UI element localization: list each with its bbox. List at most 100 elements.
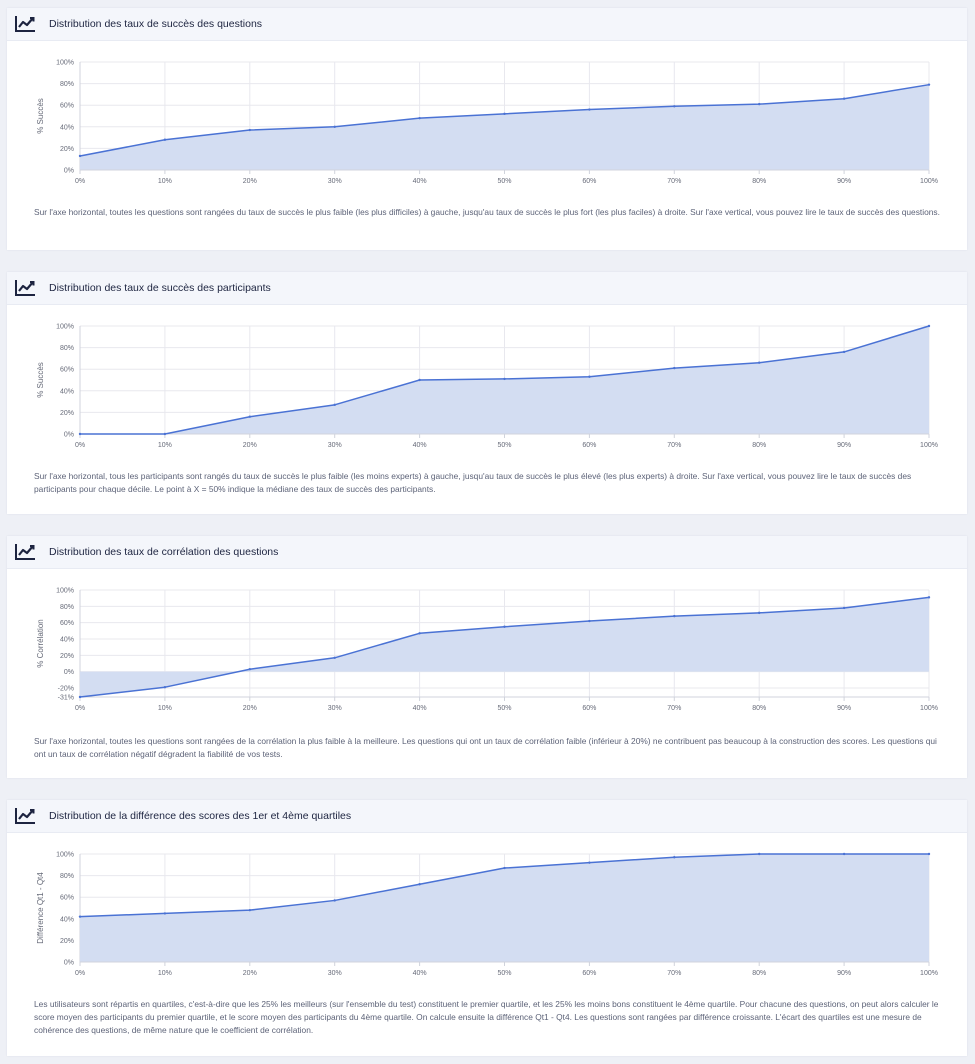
y-tick-label: -20%: [58, 686, 74, 693]
data-point: [78, 915, 82, 918]
x-tick-label: 0%: [75, 705, 85, 712]
y-tick-label: 100%: [56, 324, 74, 331]
line-chart-icon: [15, 544, 35, 560]
series-area: [80, 854, 929, 962]
y-tick-label: 0%: [64, 168, 74, 175]
x-tick-label: 70%: [667, 178, 681, 185]
data-point: [673, 366, 676, 370]
data-point: [333, 656, 336, 659]
y-axis-label: Différence Qt1 - Qt4: [36, 872, 45, 944]
y-tick-label: 40%: [60, 388, 74, 395]
x-tick-label: 10%: [158, 178, 172, 185]
x-tick-label: 10%: [158, 442, 172, 449]
data-point: [842, 606, 846, 610]
x-tick-label: 60%: [582, 705, 596, 712]
x-tick-label: 10%: [158, 705, 172, 712]
y-axis-label: % Succès: [36, 98, 45, 134]
x-tick-label: 30%: [328, 442, 342, 449]
data-point: [588, 619, 591, 623]
card-header: Distribution des taux de corrélation des…: [7, 536, 967, 569]
x-tick-label: 80%: [752, 442, 766, 449]
y-tick-label: 0%: [64, 669, 74, 676]
x-tick-label: 70%: [667, 970, 681, 977]
x-tick-label: 40%: [413, 705, 427, 712]
data-point: [673, 105, 676, 108]
line-chart-icon: [15, 16, 35, 32]
data-point: [588, 108, 591, 111]
x-tick-label: 80%: [752, 970, 766, 977]
line-chart-icon: [15, 280, 35, 296]
area-chart: 0% 20% 40% 60% 80% 100% 0% 10% 20% 30% 40% 50% 60% 70…: [36, 852, 938, 978]
y-tick-label: 100%: [56, 588, 74, 595]
data-point: [927, 83, 931, 86]
data-point: [588, 375, 591, 378]
x-tick-label: 0%: [75, 442, 85, 449]
data-point: [78, 695, 82, 699]
data-point: [588, 861, 591, 864]
y-tick-label: 60%: [60, 620, 74, 627]
data-point: [248, 908, 251, 912]
data-point: [842, 97, 846, 100]
chart-title: Distribution des taux de succès des ques…: [49, 18, 263, 30]
x-tick-label: 50%: [497, 705, 511, 712]
chart-card-question-success: Distribution des taux de succès des ques…: [7, 8, 967, 250]
chart-description: Les utilisateurs sont répartis en quarti…: [34, 999, 939, 1035]
data-point: [927, 596, 931, 599]
y-tick-label: 100%: [56, 60, 74, 67]
y-tick-label: 20%: [60, 938, 74, 945]
y-tick-label: 0%: [64, 960, 74, 967]
data-point: [758, 361, 761, 364]
x-tick-label: 0%: [75, 178, 85, 185]
x-tick-label: 20%: [243, 442, 257, 449]
x-tick-label: 30%: [328, 970, 342, 977]
data-point: [163, 138, 167, 141]
y-tick-label: 20%: [60, 410, 74, 417]
x-tick-label: 30%: [328, 178, 342, 185]
data-point: [503, 112, 506, 116]
line-chart-icon: [15, 808, 35, 824]
y-tick-label: -31%: [58, 695, 74, 702]
data-point: [248, 415, 251, 418]
data-point: [503, 866, 506, 870]
y-tick-label: 20%: [60, 146, 74, 153]
x-tick-label: 40%: [413, 970, 427, 977]
y-tick-label: 80%: [60, 604, 74, 611]
y-tick-label: 100%: [56, 852, 74, 859]
chart-description: Sur l'axe horizontal, tous les participa…: [34, 471, 912, 494]
data-point: [418, 632, 421, 635]
x-tick-label: 100%: [920, 178, 938, 185]
x-tick-label: 20%: [243, 705, 257, 712]
y-tick-label: 80%: [60, 345, 74, 352]
data-point: [842, 852, 846, 856]
x-tick-label: 80%: [752, 178, 766, 185]
data-point: [758, 102, 761, 106]
card-header: Distribution de la différence des scores…: [7, 800, 967, 833]
y-tick-label: 60%: [60, 103, 74, 110]
chart-card-participant-success: Distribution des taux de succès des part…: [7, 272, 967, 514]
chart-title: Distribution de la différence des scores…: [49, 810, 352, 822]
data-point: [78, 154, 82, 158]
chart-card-question-correlation: Distribution des taux de corrélation des…: [7, 536, 967, 778]
x-tick-label: 40%: [413, 178, 427, 185]
x-tick-label: 0%: [75, 970, 85, 977]
x-tick-label: 10%: [158, 970, 172, 977]
x-tick-label: 50%: [497, 442, 511, 449]
data-point: [418, 116, 421, 120]
data-point: [503, 625, 506, 628]
data-point: [673, 614, 676, 618]
card-header: Distribution des taux de succès des ques…: [7, 8, 967, 41]
x-tick-label: 70%: [667, 442, 681, 449]
chart-description: Sur l'axe horizontal, toutes les questio…: [34, 207, 940, 217]
y-axis-label: % Corrélation: [36, 619, 45, 667]
data-point: [503, 377, 506, 381]
x-tick-label: 60%: [582, 178, 596, 185]
data-point: [78, 432, 82, 436]
y-tick-label: 80%: [60, 873, 74, 880]
y-tick-label: 0%: [64, 432, 74, 439]
x-tick-label: 20%: [243, 178, 257, 185]
y-tick-label: 40%: [60, 124, 74, 131]
x-tick-label: 90%: [837, 442, 851, 449]
x-tick-label: 60%: [582, 442, 596, 449]
data-point: [163, 432, 167, 436]
x-tick-label: 100%: [920, 442, 938, 449]
